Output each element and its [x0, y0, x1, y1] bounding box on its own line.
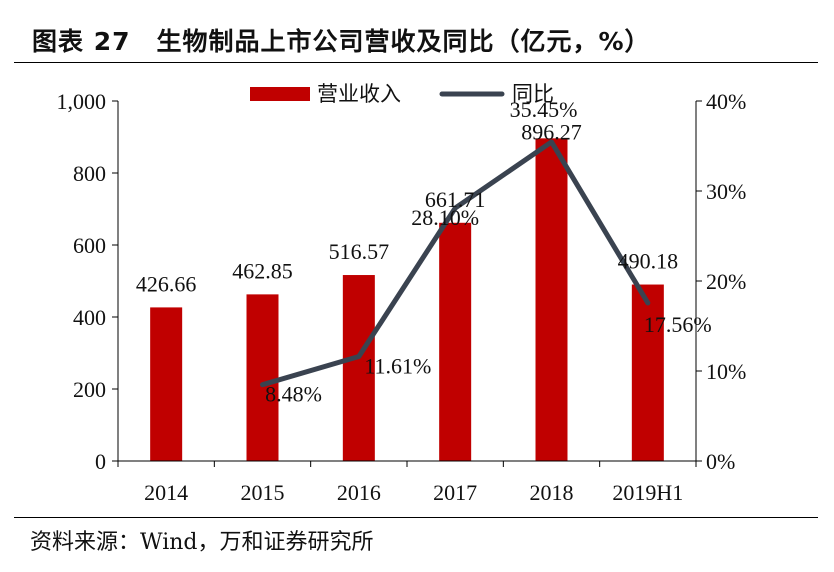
y-right-tick-label: 10%	[706, 359, 746, 384]
x-tick-label: 2017	[433, 480, 477, 505]
line-value-label: 8.48%	[265, 382, 322, 407]
bar-2019H1	[631, 284, 664, 461]
bar-2017	[439, 222, 472, 461]
y-left-tick-label: 0	[95, 449, 106, 474]
y-right-tick-label: 40%	[706, 89, 746, 114]
bottom-rule	[14, 517, 818, 518]
y-left-tick-label: 600	[73, 233, 106, 258]
y-right-tick-label: 0%	[706, 449, 735, 474]
y-left-tick-label: 800	[73, 161, 106, 186]
y-left-tick-label: 400	[73, 305, 106, 330]
bar-2014	[150, 307, 183, 461]
y-right-tick-label: 20%	[706, 269, 746, 294]
bar-2016	[342, 275, 375, 461]
x-tick-label: 2015	[241, 480, 285, 505]
bar-value-label: 490.18	[618, 249, 679, 274]
bar-2015	[246, 294, 279, 461]
source-note: 资料来源：Wind，万和证券研究所	[30, 530, 374, 555]
legend-swatch-bar	[250, 87, 310, 101]
x-tick-label: 2019H1	[612, 480, 683, 505]
y-left-tick-label: 1,000	[57, 89, 107, 114]
bar-value-label: 661.71	[425, 187, 486, 212]
legend-label-bar: 营业收入	[317, 82, 401, 106]
bar-value-label: 516.57	[329, 239, 390, 264]
revenue-growth-chart: 0 200 400 600 800 1,000 0% 10% 20% 30% 40% 2014 2015…	[57, 82, 747, 505]
bar-2018	[535, 138, 568, 461]
figure-title: 图表 27 生物制品上市公司营收及同比（亿元，%）	[32, 27, 651, 56]
x-tick-label: 2016	[337, 480, 381, 505]
line-value-label: 17.56%	[644, 312, 712, 337]
line-value-label: 11.61%	[364, 354, 431, 379]
bar-value-label: 462.85	[232, 258, 293, 283]
legend-label-line: 同比	[512, 82, 554, 106]
line-value-label: 35.45%	[510, 97, 578, 122]
x-tick-label: 2018	[530, 480, 574, 505]
bar-value-label: 896.27	[521, 119, 582, 144]
growth-line	[260, 139, 651, 388]
line-value-label: 28.10%	[411, 205, 479, 230]
y-right-tick-label: 30%	[706, 179, 746, 204]
top-rule	[14, 62, 818, 63]
bar-value-label: 426.66	[136, 271, 197, 296]
y-left-tick-label: 200	[73, 377, 106, 402]
x-tick-label: 2014	[144, 480, 188, 505]
